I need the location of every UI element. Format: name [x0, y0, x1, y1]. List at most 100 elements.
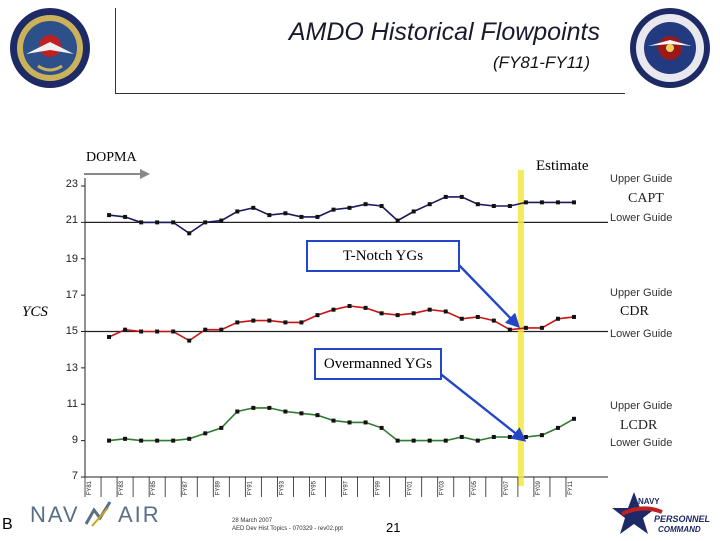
- data-point-cdr: [395, 313, 400, 318]
- data-point-lcdr: [363, 420, 368, 425]
- x-tick-label: FY83: [119, 480, 125, 495]
- x-tick-label: FY97: [344, 480, 350, 495]
- data-point-capt: [331, 207, 336, 212]
- data-point-cdr: [123, 327, 128, 332]
- y-tick-label: 11: [66, 398, 78, 410]
- y-tick-label: 19: [65, 253, 78, 265]
- data-point-cdr: [107, 334, 112, 339]
- y-tick-label: 9: [71, 434, 78, 446]
- data-point-lcdr: [571, 416, 576, 421]
- data-point-cdr: [315, 313, 320, 318]
- capt-rank-label: CAPT: [628, 191, 664, 206]
- navy-personnel-command-logo-icon: NAVY PERSONNEL COMMAND: [612, 492, 710, 534]
- cdr-lower-guide: Lower Guide: [610, 328, 673, 340]
- cdr-upper-guide: Upper Guide: [610, 287, 673, 299]
- footer-letter: B: [2, 516, 13, 533]
- cdr-rank-label: CDR: [620, 304, 649, 319]
- svg-text:NAV: NAV: [30, 502, 80, 527]
- data-point-lcdr: [523, 434, 528, 439]
- lcdr-rank-label: LCDR: [620, 418, 658, 433]
- x-tick-label: FY93: [279, 480, 285, 495]
- overmanned-callout: Overmanned YGs: [314, 348, 442, 380]
- data-point-lcdr: [507, 434, 512, 439]
- data-point-cdr: [539, 325, 544, 330]
- data-point-lcdr: [459, 434, 464, 439]
- x-tick-label: FY87: [183, 480, 189, 495]
- tnotch-arrow: [455, 261, 521, 329]
- data-point-cdr: [203, 327, 208, 332]
- footer-page-number: 21: [386, 520, 401, 535]
- y-tick-label: 13: [65, 362, 78, 374]
- navair-logo-icon: NAV AIR: [30, 501, 159, 527]
- data-point-lcdr: [299, 411, 304, 416]
- data-point-capt: [411, 209, 416, 214]
- x-tick-label: FY99: [376, 480, 382, 495]
- data-point-lcdr: [283, 409, 288, 414]
- data-point-capt: [219, 218, 224, 223]
- series-line-cdr: [108, 305, 575, 342]
- data-point-capt: [123, 214, 128, 219]
- data-point-lcdr: [331, 418, 336, 423]
- x-tick-label: FY91: [247, 480, 253, 495]
- data-point-capt: [379, 204, 384, 209]
- x-tick-label: FY03: [440, 480, 446, 495]
- x-tick-label: FY05: [472, 480, 478, 495]
- data-point-cdr: [299, 320, 304, 325]
- tnotch-callout: T-Notch YGs: [306, 240, 460, 272]
- y-tick-label: 21: [65, 214, 78, 226]
- series-line-capt: [108, 196, 574, 235]
- x-tick-label: FY81: [87, 480, 93, 495]
- data-point-capt: [555, 200, 560, 205]
- data-point-capt: [203, 220, 208, 225]
- y-tick-label: 23: [65, 178, 78, 190]
- data-point-cdr: [571, 314, 576, 319]
- data-point-cdr: [155, 329, 160, 334]
- data-point-cdr: [363, 305, 368, 310]
- svg-text:PERSONNEL: PERSONNEL: [654, 514, 710, 524]
- data-point-lcdr: [267, 405, 272, 410]
- data-point-capt: [491, 204, 496, 209]
- data-point-capt: [251, 205, 256, 210]
- data-point-cdr: [475, 314, 480, 319]
- data-point-capt: [427, 202, 432, 207]
- data-point-cdr: [555, 316, 560, 321]
- y-axis-label: YCS: [22, 304, 48, 320]
- right-seal: [628, 6, 712, 95]
- y-tick-label: 15: [65, 325, 78, 337]
- svg-text:COMMAND: COMMAND: [658, 525, 701, 534]
- header-divider-horizontal: [115, 93, 625, 94]
- data-point-cdr: [427, 307, 432, 312]
- data-point-lcdr: [475, 438, 480, 443]
- navy-personnel-command-logo: NAVY PERSONNEL COMMAND: [612, 490, 712, 536]
- capt-lower-guide: Lower Guide: [610, 212, 673, 224]
- data-point-capt: [395, 218, 400, 223]
- data-point-capt: [443, 194, 448, 199]
- data-point-capt: [283, 211, 288, 216]
- data-point-lcdr: [203, 431, 208, 436]
- data-point-lcdr: [491, 434, 496, 439]
- navy-aviation-seal-icon: [10, 8, 90, 88]
- data-point-lcdr: [219, 425, 224, 430]
- data-point-lcdr: [347, 420, 352, 425]
- data-point-capt: [139, 220, 144, 225]
- data-point-lcdr: [123, 436, 128, 441]
- data-point-capt: [315, 214, 320, 219]
- data-point-cdr: [411, 311, 416, 316]
- data-point-cdr: [283, 320, 288, 325]
- data-point-capt: [507, 204, 512, 209]
- data-point-cdr: [251, 318, 256, 323]
- data-point-capt: [539, 200, 544, 205]
- data-point-capt: [155, 220, 160, 225]
- x-tick-label: FY95: [311, 480, 317, 495]
- overmanned-arrow: [437, 371, 527, 442]
- data-point-lcdr: [555, 425, 560, 430]
- x-tick-label: FY09: [536, 480, 542, 495]
- data-point-lcdr: [187, 436, 192, 441]
- left-seal: [8, 6, 92, 95]
- x-tick-label: FY07: [504, 480, 510, 495]
- data-point-capt: [571, 200, 576, 205]
- data-point-lcdr: [251, 405, 256, 410]
- svg-text:NAVY: NAVY: [638, 497, 660, 506]
- x-tick-label: FY11: [568, 480, 574, 495]
- footer-file: AED Dev Hist Topics - 070329 - rev02.ppt: [232, 526, 343, 532]
